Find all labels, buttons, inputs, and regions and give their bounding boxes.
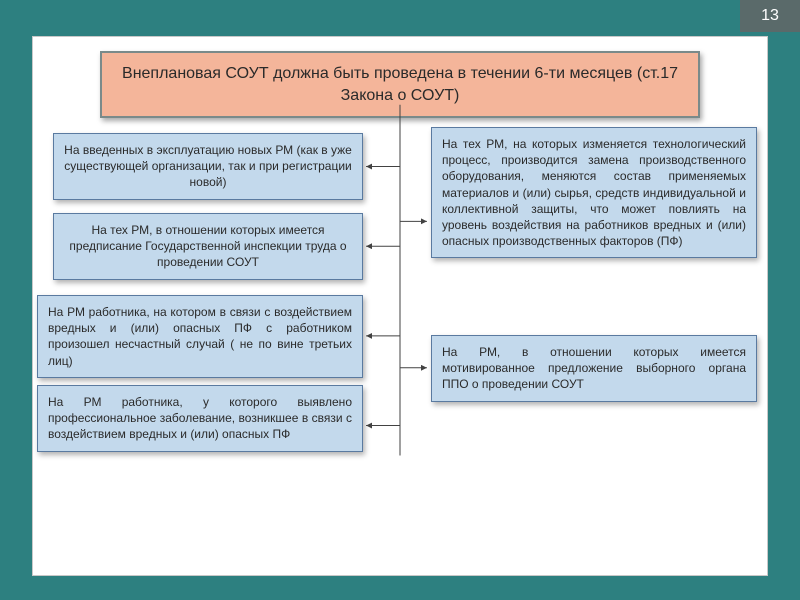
title-box: Внеплановая СОУТ должна быть проведена в… (100, 51, 700, 118)
box-right-2: На РМ, в отношении которых имеется мотив… (431, 335, 757, 402)
box-left-3: На РМ работника, на котором в связи с во… (37, 295, 363, 378)
box-right-1: На тех РМ, на которых изменяется техноло… (431, 127, 757, 258)
box-left-1: На введенных в эксплуатацию новых РМ (ка… (53, 133, 363, 200)
box-left-4: На РМ работника, у которого выявлено про… (37, 385, 363, 452)
box-left-2: На тех РМ, в отношении которых имеется п… (53, 213, 363, 280)
page-number: 13 (740, 0, 800, 32)
slide-content: Внеплановая СОУТ должна быть проведена в… (32, 36, 768, 576)
